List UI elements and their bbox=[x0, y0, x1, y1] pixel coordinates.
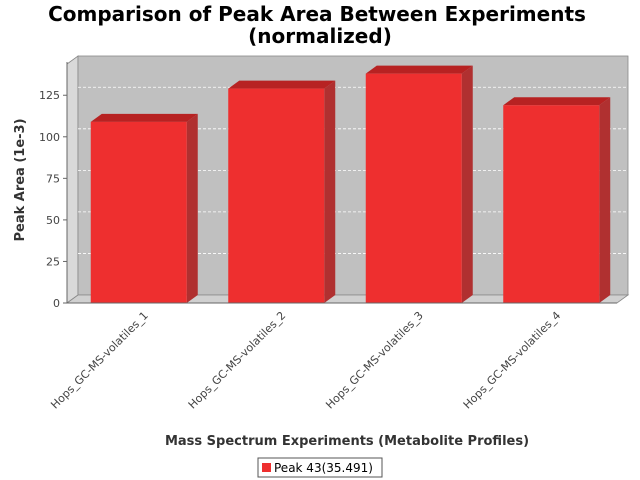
bar-top bbox=[228, 80, 336, 89]
y-tick-label: 125 bbox=[39, 89, 60, 102]
bar-front bbox=[90, 121, 187, 304]
chart-title-line-1: Comparison of Peak Area Between Experime… bbox=[48, 2, 586, 26]
legend-entry-label: Peak 43(35.491) bbox=[274, 461, 373, 475]
y-tick-label: 100 bbox=[39, 131, 60, 144]
x-tick-label: Hops_GC-MS-volatiles_2 bbox=[186, 309, 289, 412]
legend-swatch bbox=[262, 463, 271, 472]
bar-side bbox=[186, 113, 198, 304]
bar-top bbox=[503, 97, 611, 106]
x-tick-label: Hops_GC-MS-volatiles_3 bbox=[323, 309, 426, 412]
bar-top bbox=[90, 113, 198, 122]
y-axis-ticks: 0 25 50 75 100 125 bbox=[39, 89, 67, 310]
bar bbox=[503, 97, 611, 303]
bar bbox=[90, 113, 198, 304]
legend: Peak 43(35.491) bbox=[257, 457, 383, 478]
x-tick-label: Hops_GC-MS-volatiles_1 bbox=[48, 309, 151, 412]
x-axis-label: Mass Spectrum Experiments (Metabolite Pr… bbox=[165, 434, 529, 449]
plot-area bbox=[65, 55, 630, 304]
x-axis-ticks: Hops_GC-MS-volatiles_1 Hops_GC-MS-volatil… bbox=[48, 309, 563, 412]
bar-side bbox=[324, 80, 336, 303]
plot-left-wall bbox=[66, 55, 79, 304]
bar-front bbox=[503, 105, 600, 303]
y-tick-label: 50 bbox=[46, 214, 60, 227]
bars bbox=[90, 65, 611, 304]
y-tick-label: 75 bbox=[46, 172, 60, 185]
y-tick-label: 0 bbox=[53, 297, 60, 310]
bar-side bbox=[599, 97, 611, 303]
bar-front bbox=[228, 88, 325, 303]
y-axis-label: Peak Area (1e-3) bbox=[13, 118, 28, 241]
legend-box bbox=[257, 457, 383, 478]
bar bbox=[365, 65, 473, 303]
chart-title-line-2: (normalized) bbox=[248, 24, 392, 48]
bar-side bbox=[461, 65, 473, 303]
bar bbox=[228, 80, 336, 303]
y-tick-label: 25 bbox=[46, 255, 60, 268]
x-tick-label: Hops_GC-MS-volatiles_4 bbox=[461, 309, 564, 412]
bar-front bbox=[365, 73, 462, 303]
bar-top bbox=[365, 65, 473, 74]
